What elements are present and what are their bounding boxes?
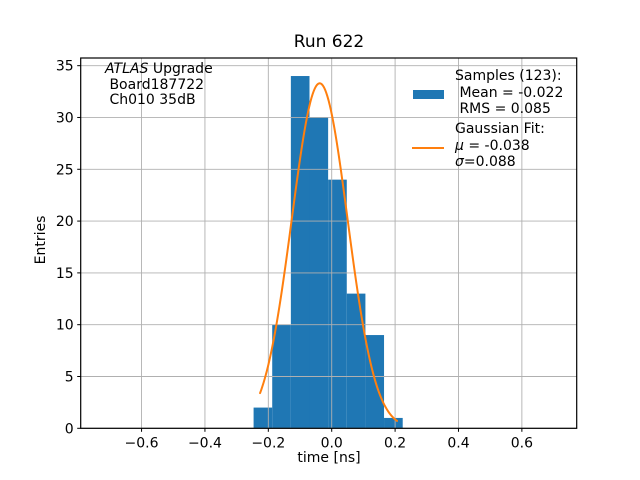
y-tick-label: 15: [56, 266, 74, 282]
annotation-upgrade: Upgrade: [148, 61, 213, 77]
legend-histogram-swatch: [413, 90, 444, 99]
gaussian-curve: [259, 82, 398, 422]
x-tick-label: −0.4: [188, 436, 222, 452]
y-tick-label: 35: [56, 59, 74, 75]
x-tick-label: −0.6: [125, 436, 159, 452]
y-tick-label: 0: [65, 421, 74, 437]
sigma-value: =0.088: [463, 154, 516, 170]
mu-symbol: μ: [455, 137, 464, 154]
legend-fit-title: Gaussian Fit:: [455, 121, 545, 137]
annotation-channel: Ch010 35dB: [105, 92, 196, 108]
annotation-line-1: ATLAS Upgrade: [105, 61, 213, 78]
y-tick-label: 30: [56, 110, 74, 126]
x-tick-label: 0.4: [447, 436, 469, 452]
legend-samples-rms: RMS = 0.085: [455, 101, 551, 117]
y-axis-label: Entries: [33, 215, 49, 265]
legend-fit-sigma: σ=0.088: [455, 154, 545, 171]
y-tick-label: 20: [56, 214, 74, 230]
x-tick-label: 0.6: [511, 436, 533, 452]
x-axis-label: time [ns]: [297, 450, 361, 466]
histogram-bar: [290, 76, 310, 429]
y-tick-label: 25: [56, 162, 74, 178]
chart-title: Run 622: [293, 32, 365, 52]
annotation-board: Board187722: [105, 76, 205, 93]
plot-border: [80, 57, 578, 429]
legend-samples-entry: Samples (123): Mean = -0.022 RMS = 0.085: [455, 68, 563, 118]
y-tick-label: 10: [56, 318, 74, 334]
histogram-bar: [328, 179, 347, 429]
legend-samples-mean: Mean = -0.022: [455, 84, 564, 101]
histogram-bar: [384, 417, 403, 429]
histogram-bar: [346, 293, 366, 429]
axes-ticks: −0.6 −0.4 −0.2 0.0 0.2 0.4 0.6 0 5 10 15 20 25 30 35: [56, 59, 533, 452]
y-tick-label: 5: [65, 370, 74, 386]
sigma-symbol: σ: [455, 154, 464, 170]
annotation-atlas: ATLAS: [105, 61, 149, 77]
legend-fit-mu: μ = -0.038: [455, 138, 545, 155]
annotation-block: ATLAS Upgrade Board187722 Ch010 35dB: [105, 61, 213, 109]
histogram-bar: [253, 407, 273, 429]
legend-fit-line-swatch: [412, 147, 444, 149]
legend-fit-entry: Gaussian Fit: μ = -0.038 σ=0.088: [455, 121, 545, 171]
mu-value: = -0.038: [463, 137, 530, 154]
histogram-bars: [253, 76, 403, 429]
legend-samples-title: Samples (123):: [455, 68, 562, 84]
x-tick-label: 0.0: [321, 436, 343, 452]
x-tick-label: −0.2: [251, 436, 285, 452]
x-tick-label: 0.2: [384, 436, 406, 452]
